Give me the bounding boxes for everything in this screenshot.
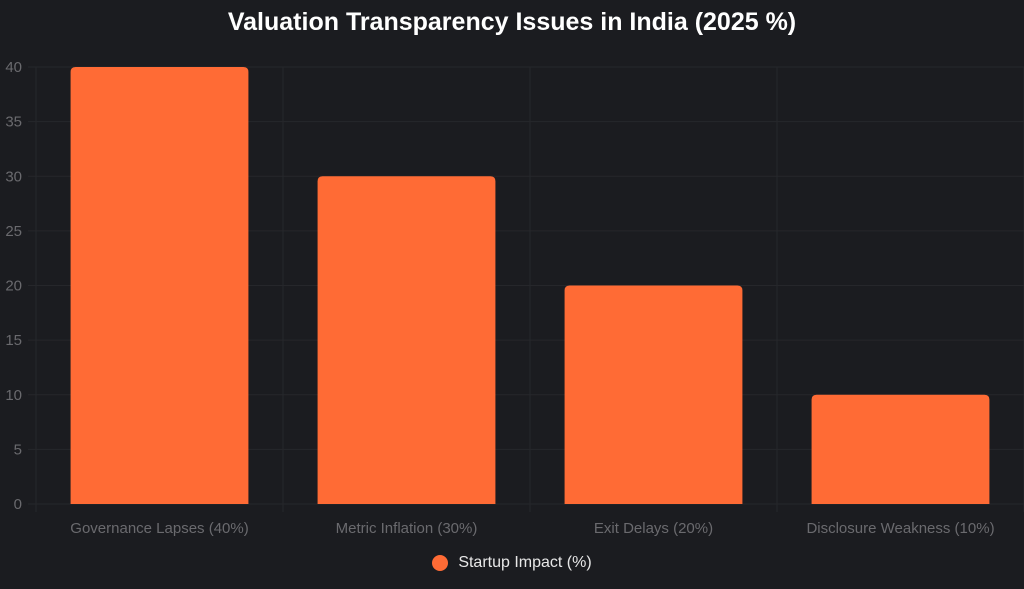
bar-metric-inflation-30[interactable] — [317, 176, 496, 504]
y-tick-label: 0 — [14, 496, 22, 513]
bar-disclosure-weakness-10[interactable] — [811, 394, 990, 504]
y-tick-label: 15 — [5, 332, 22, 349]
bar-exit-delays-20[interactable] — [564, 285, 743, 505]
legend: Startup Impact (%) — [0, 554, 1024, 572]
y-tick-label: 20 — [5, 278, 22, 295]
y-tick-label: 35 — [5, 114, 22, 131]
x-tick-label: Metric Inflation (30%) — [336, 520, 478, 537]
bars — [70, 67, 990, 505]
x-axis-ticks: Governance Lapses (40%) Metric Inflation … — [70, 520, 994, 537]
x-tick-label: Governance Lapses (40%) — [70, 520, 248, 537]
legend-swatch-startup-impact[interactable] — [432, 555, 449, 571]
y-tick-label: 30 — [5, 168, 22, 185]
y-tick-label: 5 — [14, 441, 22, 458]
y-axis-ticks: 0 5 10 15 20 25 30 35 40 — [5, 59, 22, 513]
x-tick-label: Disclosure Weakness (10%) — [806, 520, 994, 537]
y-tick-label: 10 — [5, 387, 22, 404]
y-tick-label: 25 — [5, 223, 22, 240]
legend-label-startup-impact[interactable]: Startup Impact (%) — [458, 554, 592, 571]
bar-governance-lapses-40[interactable] — [70, 67, 249, 504]
y-tick-label: 40 — [5, 59, 22, 76]
chart-title: Valuation Transparency Issues in India (… — [227, 8, 797, 36]
x-tick-label: Exit Delays (20%) — [594, 520, 713, 537]
